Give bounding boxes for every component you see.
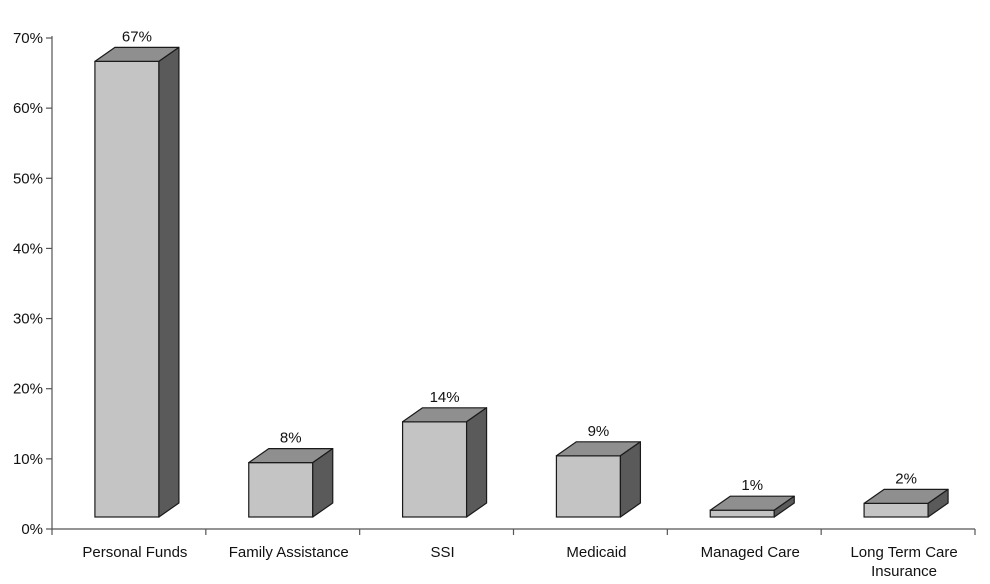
bar: [555, 441, 642, 518]
axes: 0% 10% 20% 30% 40% 50% 60% 70%: [13, 30, 976, 538]
y-tick-label: 30%: [13, 311, 43, 328]
y-tick-label: 70%: [13, 30, 43, 47]
bar: [248, 448, 334, 518]
bar: [401, 407, 488, 518]
bar-front-face: [248, 462, 314, 518]
bar-side-face: [619, 441, 642, 518]
data-label: 1%: [741, 477, 763, 494]
bar-side-face: [465, 407, 488, 518]
bar: [94, 46, 180, 518]
data-label: 14%: [430, 389, 460, 406]
bar-side-face: [927, 488, 949, 518]
x-category-label: Family Assistance: [229, 544, 349, 561]
y-tick-label: 10%: [13, 451, 43, 468]
y-tick-label: 0%: [21, 521, 43, 538]
bar-side-face: [773, 495, 795, 518]
bar-front-face: [555, 455, 622, 518]
x-category-label: Personal Funds: [82, 544, 187, 561]
bar-front-face: [401, 421, 468, 518]
x-category-label: Managed Care: [701, 544, 800, 561]
data-label: 9%: [588, 423, 610, 440]
bars: [94, 46, 949, 518]
data-label: 8%: [280, 430, 302, 447]
data-label: 67%: [122, 28, 152, 45]
data-label: 2%: [895, 470, 917, 487]
bar: [863, 488, 949, 518]
x-category-label: SSI: [430, 544, 454, 561]
labels: 67% Personal Funds 8% Family Assistance 14% S…: [82, 28, 957, 580]
x-category-label: Medicaid: [566, 544, 626, 561]
x-category-label: Long Term Care: [850, 544, 957, 561]
bar-front-face: [94, 60, 160, 518]
bar-side-face: [158, 46, 180, 518]
bar-front-face: [863, 502, 929, 518]
bar: [709, 495, 795, 518]
bar-side-face: [312, 448, 334, 518]
x-category-label: Insurance: [871, 563, 937, 580]
y-tick-label: 50%: [13, 170, 43, 187]
y-tick-label: 60%: [13, 100, 43, 117]
y-tick-label: 40%: [13, 240, 43, 257]
bar-front-face: [709, 509, 775, 518]
y-tick-label: 20%: [13, 381, 43, 398]
